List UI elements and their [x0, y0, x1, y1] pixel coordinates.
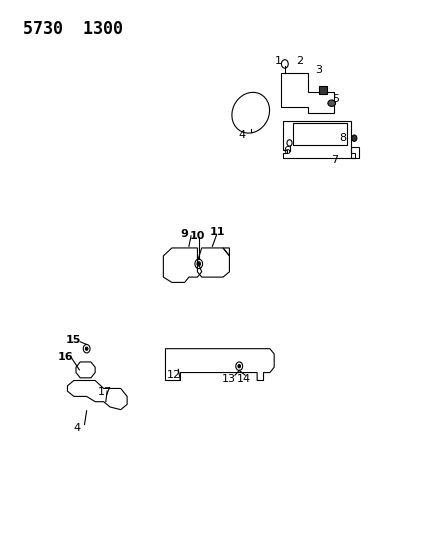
- Circle shape: [85, 347, 88, 350]
- Text: 16: 16: [57, 352, 73, 361]
- Text: 1: 1: [275, 56, 282, 66]
- Text: 2: 2: [296, 56, 303, 66]
- Text: 11: 11: [210, 227, 226, 237]
- Text: 10: 10: [190, 231, 205, 241]
- Text: 15: 15: [65, 335, 81, 345]
- Text: 6: 6: [284, 146, 290, 156]
- Text: 13: 13: [221, 374, 236, 384]
- Ellipse shape: [328, 100, 335, 107]
- Text: 4: 4: [74, 423, 81, 433]
- Text: 3: 3: [315, 66, 323, 75]
- Text: 5: 5: [332, 94, 339, 104]
- Polygon shape: [319, 86, 327, 94]
- Text: 7: 7: [331, 156, 338, 165]
- Text: 17: 17: [97, 387, 112, 397]
- Circle shape: [197, 262, 200, 266]
- Circle shape: [238, 365, 241, 368]
- Text: 4: 4: [239, 130, 246, 140]
- Circle shape: [352, 135, 357, 141]
- Text: 5730  1300: 5730 1300: [23, 20, 123, 38]
- Text: 9: 9: [181, 229, 189, 239]
- Text: 14: 14: [236, 374, 251, 384]
- Text: 8: 8: [339, 133, 346, 143]
- Text: 12: 12: [167, 370, 181, 379]
